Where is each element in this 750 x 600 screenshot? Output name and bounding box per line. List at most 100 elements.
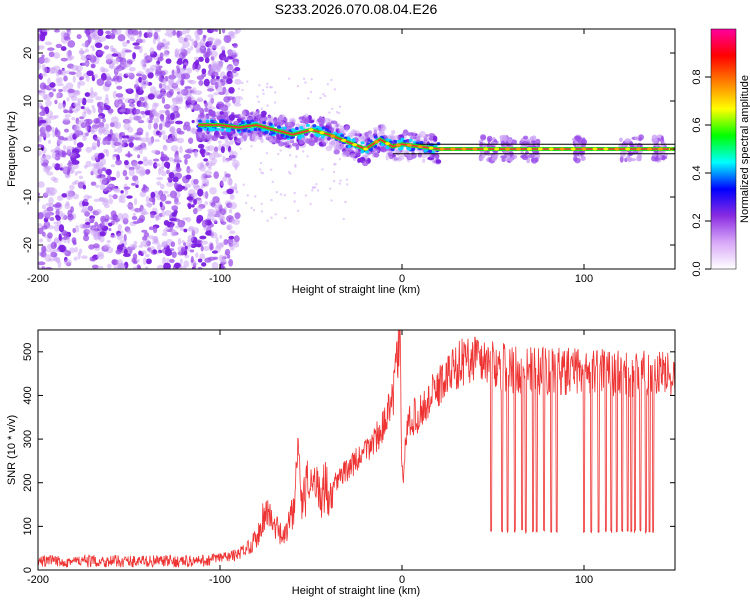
noise-blob xyxy=(171,131,178,140)
ridge-core xyxy=(368,139,373,143)
noise-blob xyxy=(261,89,265,92)
noise-blob xyxy=(199,253,206,260)
noise-blob xyxy=(95,208,102,215)
noise-blob xyxy=(277,152,280,156)
noise-blob xyxy=(184,149,193,154)
noise-blob xyxy=(115,56,120,65)
noise-blob xyxy=(149,47,155,55)
cluster-blob xyxy=(487,137,491,144)
noise-blob xyxy=(220,180,224,187)
noise-blob xyxy=(233,102,242,107)
noise-blob xyxy=(54,99,58,105)
noise-blob xyxy=(162,79,167,87)
ytick-label: 300 xyxy=(22,430,34,448)
noise-blob xyxy=(133,207,140,213)
noise-blob xyxy=(228,235,235,240)
noise-blob xyxy=(215,39,222,45)
noise-blob xyxy=(48,258,55,262)
ridge-peak xyxy=(450,147,456,151)
noise-blob xyxy=(173,87,181,91)
ridge-core xyxy=(300,134,305,138)
noise-blob xyxy=(180,73,186,80)
noise-blob xyxy=(135,38,144,44)
noise-blob xyxy=(104,97,110,106)
ridge-core xyxy=(264,130,269,135)
ridge-peak xyxy=(341,138,347,142)
noise-blob xyxy=(204,107,209,113)
noise-blob xyxy=(61,193,68,198)
noise-blob xyxy=(124,186,131,190)
noise-blob xyxy=(87,195,93,199)
noise-blob xyxy=(195,252,199,259)
ridge-spread xyxy=(266,115,273,121)
noise-blob xyxy=(38,62,42,70)
noise-blob xyxy=(175,70,182,77)
noise-blob xyxy=(164,120,171,128)
noise-blob xyxy=(40,73,48,77)
noise-blob xyxy=(192,103,201,112)
xtick-label: 100 xyxy=(575,273,593,285)
noise-blob xyxy=(185,125,191,132)
cluster-blob xyxy=(651,155,658,162)
noise-blob xyxy=(46,225,55,230)
noise-blob xyxy=(156,181,162,186)
ridge-core xyxy=(203,127,208,131)
noise-blob xyxy=(106,240,111,244)
noise-blob xyxy=(129,115,133,124)
noise-blob xyxy=(191,41,197,46)
noise-blob xyxy=(47,77,51,85)
noise-blob xyxy=(108,227,112,232)
noise-blob xyxy=(166,181,174,187)
noise-blob xyxy=(49,217,55,222)
noise-blob xyxy=(86,54,93,59)
noise-blob xyxy=(60,152,68,156)
noise-blob xyxy=(82,111,87,118)
noise-blob xyxy=(159,114,165,120)
ridge-core xyxy=(411,147,416,151)
noise-blob xyxy=(234,163,238,171)
noise-blob xyxy=(106,75,113,84)
noise-blob xyxy=(265,151,269,155)
noise-blob xyxy=(214,81,219,90)
noise-blob xyxy=(41,204,47,210)
noise-blob xyxy=(301,150,305,153)
ridge-spread xyxy=(373,149,380,153)
ridge-peak xyxy=(526,147,532,151)
ridge-core xyxy=(211,128,216,132)
noise-blob xyxy=(48,115,57,120)
noise-blob xyxy=(256,95,259,98)
noise-blob xyxy=(110,116,119,124)
noise-blob xyxy=(182,40,190,49)
noise-blob xyxy=(87,205,94,212)
noise-blob xyxy=(229,193,235,200)
noise-blob xyxy=(173,137,180,142)
noise-blob xyxy=(212,150,218,155)
snr-frame xyxy=(37,329,676,571)
noise-blob xyxy=(193,198,197,206)
noise-blob xyxy=(332,179,336,183)
noise-blob xyxy=(158,123,163,131)
ridge-peak xyxy=(548,147,554,151)
cluster-blob xyxy=(480,134,487,141)
snr-marks xyxy=(38,330,675,568)
noise-blob xyxy=(97,153,104,160)
noise-blob xyxy=(199,148,206,155)
noise-blob xyxy=(192,63,196,71)
ridge-peak xyxy=(570,147,576,151)
ridge-spread xyxy=(428,133,436,138)
noise-blob xyxy=(124,119,129,124)
ridge-spread xyxy=(330,120,338,125)
ridge-core xyxy=(224,120,229,124)
noise-blob xyxy=(94,221,98,227)
noise-blob xyxy=(123,122,131,131)
noise-blob xyxy=(128,168,135,177)
cluster-blob xyxy=(508,157,514,162)
noise-blob xyxy=(198,79,204,86)
noise-blob xyxy=(177,251,185,256)
noise-blob xyxy=(121,141,125,148)
noise-blob xyxy=(191,204,195,208)
noise-blob xyxy=(206,85,214,90)
ridge-spread xyxy=(380,123,386,131)
noise-blob xyxy=(206,47,211,55)
ridge-peak xyxy=(374,140,380,144)
